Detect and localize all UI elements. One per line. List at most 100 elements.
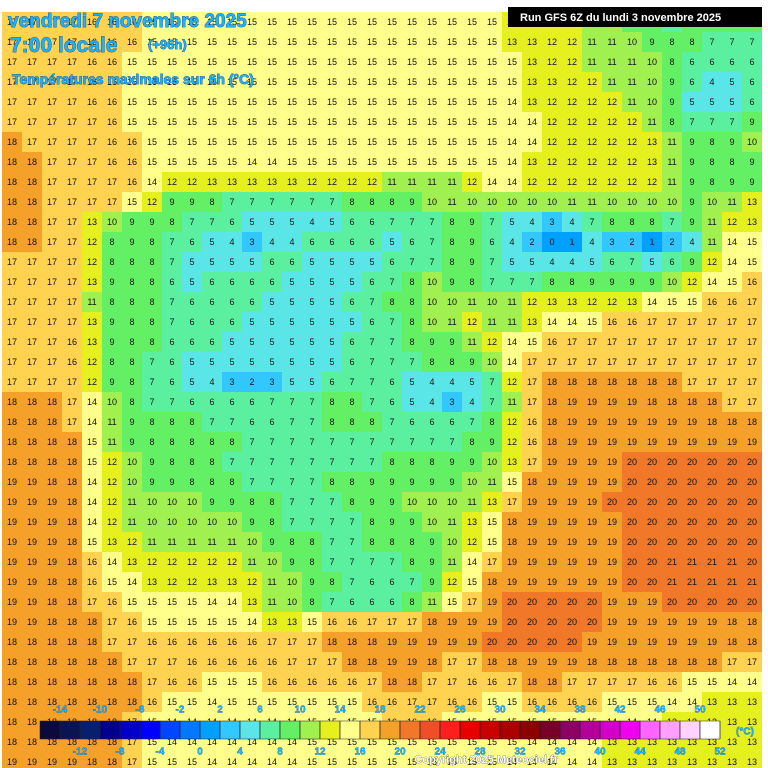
temperature-value: 11 [727, 197, 736, 207]
temperature-cell [642, 72, 662, 92]
temperature-value: 17 [707, 337, 717, 347]
temperature-cell [702, 752, 722, 768]
temperature-cell [222, 132, 242, 152]
temperature-value: 14 [87, 477, 97, 487]
temperature-cell [422, 72, 442, 92]
temperature-cell [362, 12, 382, 32]
temperature-value: 17 [747, 317, 757, 327]
legend-label: -14 [53, 705, 68, 716]
temperature-cell [222, 392, 242, 412]
temperature-value: 19 [487, 617, 497, 627]
temperature-cell [82, 632, 102, 652]
temperature-cell [442, 612, 462, 632]
temperature-value: 5 [729, 77, 734, 87]
temperature-value: 15 [327, 697, 337, 707]
temperature-cell [702, 512, 722, 532]
temperature-value: 12 [347, 177, 357, 187]
temperature-value: 16 [107, 97, 117, 107]
temperature-cell [182, 132, 202, 152]
temperature-cell [462, 532, 482, 552]
temperature-cell [182, 112, 202, 132]
temperature-value: 17 [607, 677, 617, 687]
temperature-value: 19 [587, 637, 597, 647]
temperature-value: 7 [329, 537, 334, 547]
temperature-value: 6 [389, 597, 394, 607]
temperature-value: 10 [187, 517, 197, 527]
temperature-value: 17 [7, 117, 17, 127]
temperature-cell [182, 452, 202, 472]
temperature-cell [42, 632, 62, 652]
temperature-value: 8 [109, 237, 114, 247]
temperature-value: 14 [747, 677, 757, 687]
temperature-cell [362, 552, 382, 572]
temperature-value: 17 [727, 337, 737, 347]
temperature-value: 11 [707, 237, 716, 247]
temperature-cell [702, 552, 722, 572]
temperature-value: 9 [689, 257, 694, 267]
temperature-value: 16 [347, 617, 357, 627]
temperature-cell [462, 632, 482, 652]
temperature-cell [82, 312, 102, 332]
temperature-value: 7 [689, 117, 694, 127]
temperature-value: 11 [607, 57, 616, 67]
temperature-value: 8 [189, 437, 194, 447]
temperature-value: 17 [467, 657, 477, 667]
temperature-cell [322, 492, 342, 512]
temperature-cell [502, 292, 522, 312]
temperature-cell [102, 172, 122, 192]
temperature-cell [362, 152, 382, 172]
temperature-value: 15 [487, 57, 497, 67]
temperature-cell [662, 432, 682, 452]
temperature-cell [402, 312, 422, 332]
temperature-value: 7 [429, 437, 434, 447]
temperature-value: 15 [127, 117, 137, 127]
temperature-cell [22, 72, 42, 92]
temperature-value: 13 [87, 217, 97, 227]
temperature-cell [362, 752, 382, 768]
legend-swatch [519, 720, 541, 740]
temperature-cell [722, 632, 742, 652]
temperature-value: 8 [469, 437, 474, 447]
temperature-value: 18 [667, 397, 677, 407]
temperature-value: 4 [469, 397, 474, 407]
temperature-cell [722, 732, 742, 752]
temperature-cell [722, 492, 742, 512]
temperature-value: 11 [447, 517, 456, 527]
temperature-cell [2, 712, 22, 732]
temperature-value: 15 [187, 697, 197, 707]
temperature-value: 19 [27, 757, 37, 767]
temperature-cell [102, 212, 122, 232]
temperature-value: 20 [647, 577, 657, 587]
temperature-value: 6 [169, 337, 174, 347]
legend-swatch [679, 720, 701, 740]
temperature-value: 10 [267, 557, 277, 567]
temperature-value: 13 [667, 737, 677, 747]
temperature-cell [302, 412, 322, 432]
temperature-value: 15 [147, 157, 157, 167]
temperature-cell [442, 632, 462, 652]
temperature-cell [562, 312, 582, 332]
temperature-value: 8 [349, 197, 354, 207]
temperature-cell [2, 212, 22, 232]
temperature-cell [402, 492, 422, 512]
temperature-cell [242, 12, 262, 32]
temperature-cell [102, 232, 122, 252]
temperature-value: 15 [307, 137, 317, 147]
temperature-value: 15 [587, 317, 597, 327]
temperature-value: 20 [547, 597, 557, 607]
temperature-cell [722, 372, 742, 392]
temperature-cell [222, 492, 242, 512]
temperature-value: 18 [347, 637, 357, 647]
temperature-cell [682, 752, 702, 768]
temperature-value: 6 [349, 597, 354, 607]
temperature-value: 10 [107, 397, 117, 407]
temperature-value: 17 [667, 337, 677, 347]
temperature-value: 18 [107, 757, 117, 767]
temperature-value: 15 [247, 677, 257, 687]
temperature-value: 18 [7, 217, 17, 227]
temperature-value: 18 [67, 577, 77, 587]
temperature-value: 12 [87, 237, 97, 247]
temperature-value: 15 [527, 337, 537, 347]
temperature-value: 15 [167, 57, 177, 67]
temperature-value: 12 [567, 37, 577, 47]
